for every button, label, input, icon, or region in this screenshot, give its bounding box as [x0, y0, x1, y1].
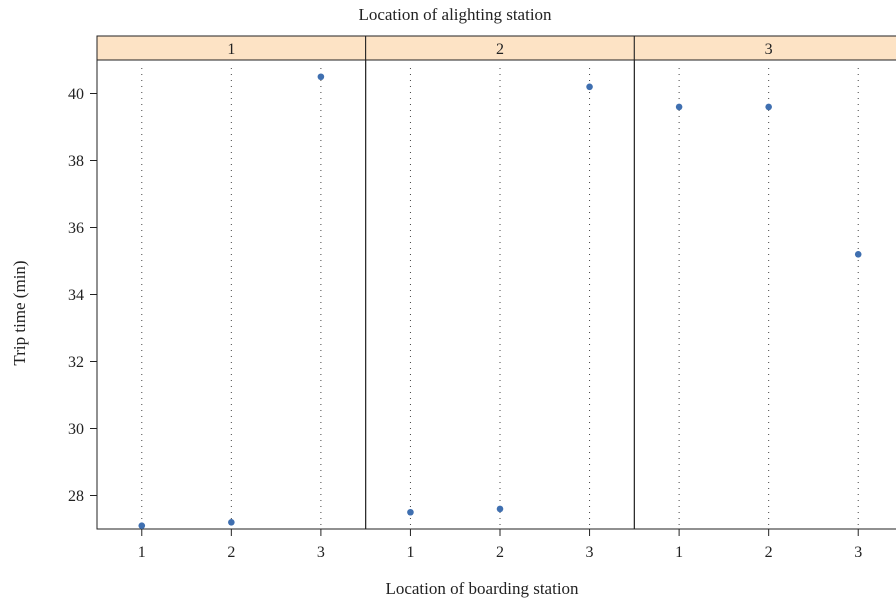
y-tick-label: 30: [68, 421, 84, 438]
panel-strip-label-1: 1: [227, 41, 235, 58]
data-point: [675, 103, 683, 111]
panel-strip-label-3: 3: [765, 41, 773, 58]
x-tick-label: 1: [138, 544, 146, 561]
y-tick-label: 32: [68, 354, 84, 371]
x-tick-label: 2: [765, 544, 773, 561]
panel-strip-1: [96, 35, 367, 61]
data-point: [765, 103, 772, 111]
y-tick-label: 28: [68, 488, 84, 505]
y-tick-label: 36: [68, 220, 84, 237]
data-point: [407, 508, 414, 516]
data-point: [854, 251, 862, 258]
data-point: [317, 73, 325, 81]
data-point: [586, 83, 593, 91]
x-tick-label: 2: [496, 544, 504, 561]
y-tick-label: 38: [68, 153, 84, 170]
data-point: [228, 519, 235, 526]
x-tick-label: 3: [317, 544, 325, 561]
data-point: [138, 522, 146, 529]
x-tick-label: 1: [406, 544, 414, 561]
x-tick-label: 3: [586, 544, 594, 561]
panel-strip-label-2: 2: [496, 41, 504, 58]
y-axis-title: Trip time (min): [10, 260, 29, 365]
y-tick-label: 34: [68, 287, 84, 304]
y-tick-label: 40: [68, 86, 84, 103]
x-tick-label: 3: [854, 544, 862, 561]
x-tick-label: 2: [227, 544, 235, 561]
chart-title: Location of alighting station: [358, 5, 552, 24]
panel-frame-3: [633, 59, 896, 530]
x-axis-title: Location of boarding station: [385, 579, 579, 598]
x-tick-label: 1: [675, 544, 683, 561]
data-point: [496, 505, 504, 513]
